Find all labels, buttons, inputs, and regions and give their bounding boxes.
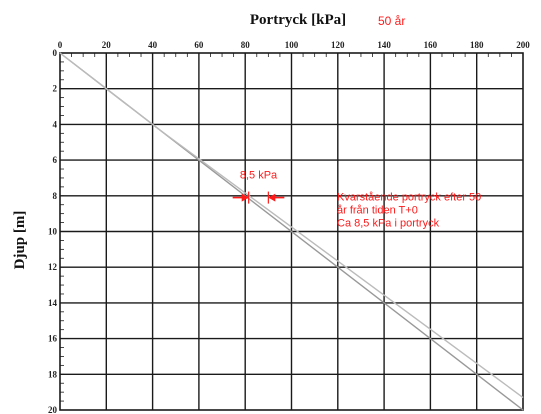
y-tick-label: 4: [53, 119, 58, 129]
chart-subtitle: 50 år: [378, 14, 405, 28]
y-tick-label: 2: [53, 84, 58, 94]
x-tick-label: 120: [331, 40, 345, 50]
chart-title: Portryck [kPa]: [250, 12, 346, 28]
x-tick-label: 200: [516, 40, 530, 50]
series-lines: [59, 52, 524, 411]
y-tick-label: 14: [48, 298, 58, 308]
y-tick-label: 10: [48, 227, 58, 237]
x-tick-label: 100: [285, 40, 299, 50]
gap-arrow-right-head: [268, 193, 276, 202]
gap-arrow-left-head: [241, 193, 249, 202]
x-tick-label: 20: [102, 40, 112, 50]
y-tick-labels: 0 2 4 6 8 10 12 14 16 18 20: [48, 48, 58, 414]
annotation-note-line: Ca 8,5 kPa i portryck: [337, 218, 440, 230]
series-line-2: [59, 52, 524, 399]
y-axis-label: Djup [m]: [12, 211, 28, 270]
y-tick-label: 6: [53, 155, 58, 165]
x-tick-label: 140: [377, 40, 391, 50]
y-tick-label: 0: [53, 48, 58, 58]
x-tick-label: 0: [58, 40, 63, 50]
x-tick-label: 60: [194, 40, 204, 50]
x-tick-label: 40: [148, 40, 158, 50]
x-tick-label: 160: [424, 40, 438, 50]
y-tick-label: 20: [48, 405, 58, 414]
grid: [59, 52, 524, 411]
annotation-note-line: år från tiden T+0: [337, 205, 418, 217]
y-tick-label: 18: [48, 369, 58, 379]
gap-label: 8,5 kPa: [240, 170, 278, 182]
x-tick-labels: 0 20 40 60 80 100 120 140 160 180 200: [58, 40, 531, 50]
annotation-note-line: Kvarstående portryck efter 50: [337, 192, 481, 204]
y-tick-label: 12: [48, 262, 58, 272]
y-tick-label: 16: [48, 334, 58, 344]
x-tick-label: 80: [241, 40, 251, 50]
y-tick-label: 8: [53, 191, 58, 201]
x-tick-label: 180: [470, 40, 484, 50]
